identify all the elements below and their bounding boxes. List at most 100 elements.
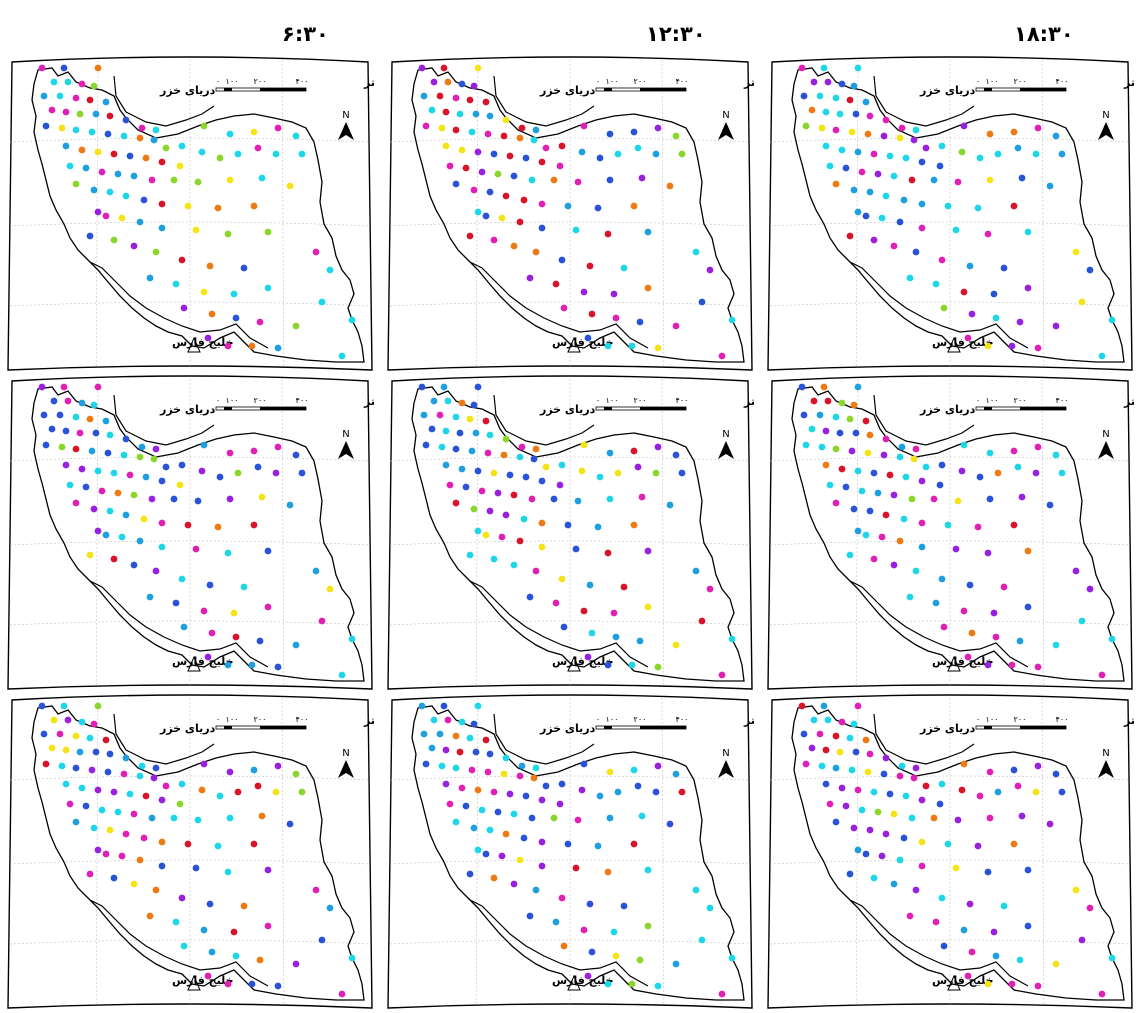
station-dot xyxy=(610,928,618,936)
station-dot xyxy=(482,850,490,858)
station-dot xyxy=(452,499,460,507)
station-dot xyxy=(832,445,840,453)
station-dot xyxy=(152,126,160,134)
station-dot xyxy=(862,850,870,858)
station-dot xyxy=(990,609,998,617)
station-dot xyxy=(862,531,870,539)
station-dots xyxy=(798,64,1116,360)
station-dots xyxy=(798,383,1116,679)
station-dot xyxy=(832,94,840,102)
station-dot xyxy=(672,132,680,140)
map-svg: دریای خزر خلیج فارس ۴۰۰ ۲۰۰ ۱۰۰ ۰ کیلومتر N xyxy=(767,694,1134,1009)
station-dot xyxy=(102,850,110,858)
station-dot xyxy=(960,926,968,934)
station-dot xyxy=(486,112,494,120)
station-dot xyxy=(922,782,930,790)
station-dot xyxy=(560,623,568,631)
station-dot xyxy=(162,144,170,152)
station-dot xyxy=(440,383,448,391)
station-dot xyxy=(82,802,90,810)
station-dot xyxy=(538,862,546,870)
station-dot xyxy=(470,720,478,728)
station-dot xyxy=(72,732,80,740)
station-dot xyxy=(250,202,258,210)
station-dot xyxy=(678,469,686,477)
scale-bar: ۴۰۰ ۲۰۰ ۱۰۰ ۰ کیلومتر xyxy=(975,76,1134,92)
station-dot xyxy=(854,64,862,72)
station-dot xyxy=(40,92,48,100)
station-dot xyxy=(130,880,138,888)
station-dot xyxy=(120,132,128,140)
station-dot xyxy=(580,926,588,934)
scale-tick-label: ۴۰۰ xyxy=(676,715,689,724)
map-svg: دریای خزر خلیج فارس ۴۰۰ ۲۰۰ ۱۰۰ ۰ کیلومتر N xyxy=(387,375,754,690)
scale-unit-label: کیلومتر xyxy=(363,395,374,408)
scale-tick-label: ۲۰۰ xyxy=(254,77,267,86)
station-dot xyxy=(912,764,920,772)
north-arrow-icon: N xyxy=(718,748,734,778)
scale-tick-label: ۱۰۰ xyxy=(606,715,619,724)
station-dot xyxy=(890,242,898,250)
station-dot xyxy=(178,461,186,469)
country-outline xyxy=(411,386,745,682)
station-dot xyxy=(298,150,306,158)
station-dot xyxy=(216,792,224,800)
map-panel-r2-1: دریای خزر خلیج فارس ۴۰۰ ۲۰۰ ۱۰۰ ۰ کیلومتر N xyxy=(6,375,374,693)
station-dot xyxy=(446,800,454,808)
station-dot xyxy=(326,585,334,593)
station-dot xyxy=(92,429,100,437)
station-dot xyxy=(470,401,478,409)
station-dot xyxy=(986,768,994,776)
station-dot xyxy=(672,641,680,649)
station-dot xyxy=(854,208,862,216)
scale-tick-label: ۲۰۰ xyxy=(634,77,647,86)
station-dot xyxy=(984,342,992,350)
station-dot xyxy=(932,280,940,288)
station-dot xyxy=(866,750,874,758)
station-dot xyxy=(122,511,130,519)
scale-tick-label: ۲۰۰ xyxy=(634,715,647,724)
caspian-coast xyxy=(873,394,975,446)
station-dot xyxy=(172,599,180,607)
station-dot xyxy=(846,551,854,559)
station-dot xyxy=(614,150,622,158)
station-dot xyxy=(1014,782,1022,790)
station-dot xyxy=(896,856,904,864)
station-dot xyxy=(326,904,334,912)
station-dot xyxy=(728,954,736,962)
station-dot xyxy=(1072,248,1080,256)
north-arrow-icon: N xyxy=(718,110,734,140)
station-dots xyxy=(418,702,736,998)
station-dot xyxy=(530,136,538,144)
station-dot xyxy=(94,467,102,475)
station-dot xyxy=(718,671,726,679)
station-dot xyxy=(472,110,480,118)
station-dot xyxy=(94,846,102,854)
station-dot xyxy=(538,796,546,804)
station-dot xyxy=(180,942,188,950)
station-dot xyxy=(72,94,80,102)
station-dot xyxy=(312,567,320,575)
station-dot xyxy=(836,748,844,756)
station-dot xyxy=(122,116,130,124)
peninsula-outline xyxy=(947,974,961,991)
station-dot xyxy=(146,274,154,282)
station-dot xyxy=(140,834,148,842)
station-dot xyxy=(484,130,492,138)
station-dot xyxy=(470,186,478,194)
station-dot xyxy=(1032,788,1040,796)
station-dot xyxy=(822,461,830,469)
station-dot xyxy=(194,497,202,505)
station-dot xyxy=(846,415,854,423)
station-dot xyxy=(470,82,478,90)
station-dot xyxy=(482,212,490,220)
station-dot xyxy=(960,441,968,449)
scale-bar: ۴۰۰ ۲۰۰ ۱۰۰ ۰ کیلومتر xyxy=(975,395,1134,411)
station-dot xyxy=(118,533,126,541)
station-dot xyxy=(106,112,114,120)
station-dot xyxy=(842,483,850,491)
station-dot xyxy=(78,784,86,792)
scale-tick-label: ۲۰۰ xyxy=(254,715,267,724)
station-dot xyxy=(952,226,960,234)
station-dot xyxy=(1010,521,1018,529)
